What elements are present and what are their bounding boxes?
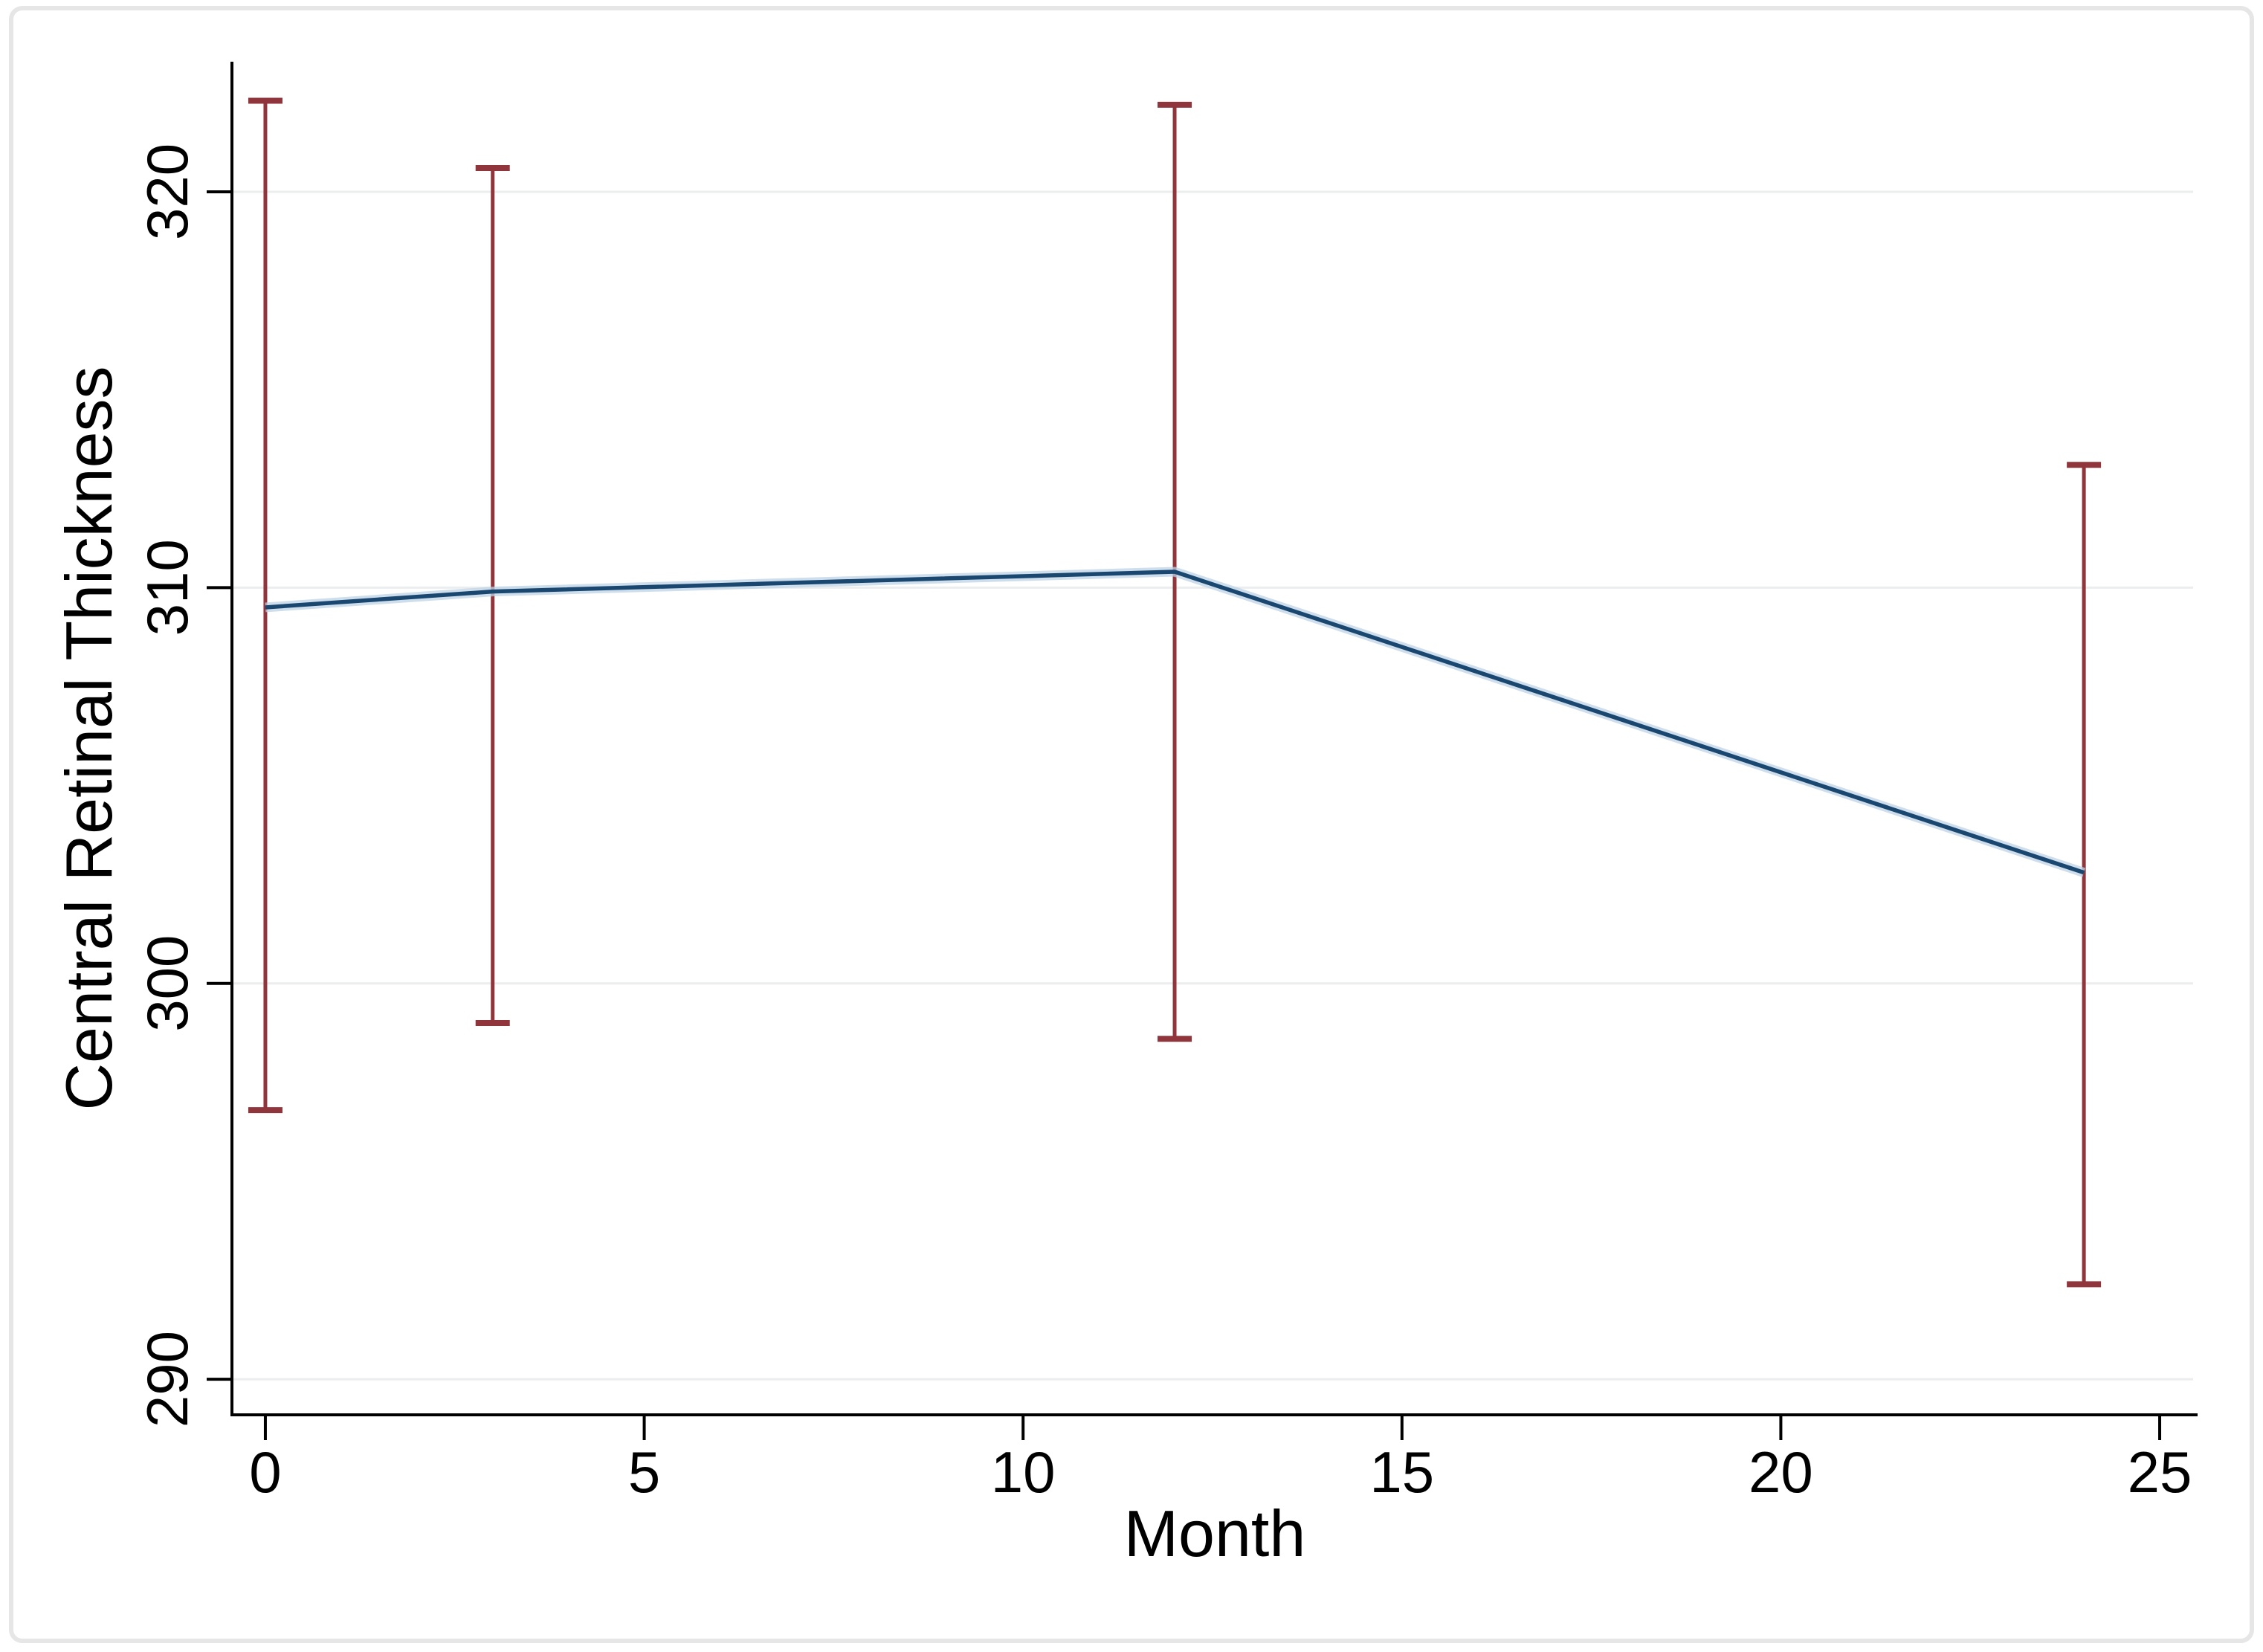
x-axis-title: Month: [1124, 1497, 1306, 1570]
tick-label-layer: 290 300 310 320 0 5 10 15 20 25: [135, 143, 2192, 1505]
error-bar-layer: [248, 97, 2102, 1288]
y-tick-label: 320: [135, 143, 200, 240]
x-tick-label: 15: [1369, 1439, 1434, 1505]
gridline-layer: [232, 190, 2193, 1381]
mean-line: [265, 570, 2085, 875]
figure-frame: [9, 6, 2254, 1643]
axis-layer: [207, 62, 2198, 1440]
y-axis-title: Central Retinal Thickness: [52, 366, 126, 1110]
x-tick-label: 25: [2128, 1439, 2192, 1505]
mean-line-layer: [265, 567, 2086, 877]
x-tick-label: 0: [249, 1439, 281, 1505]
y-tick-label: 310: [135, 539, 200, 636]
x-tick-label: 10: [991, 1439, 1056, 1505]
y-tick-label: 290: [135, 1331, 200, 1427]
y-tick-label: 300: [135, 935, 200, 1032]
x-tick-label: 5: [628, 1439, 660, 1505]
x-tick-label: 20: [1749, 1439, 1813, 1505]
